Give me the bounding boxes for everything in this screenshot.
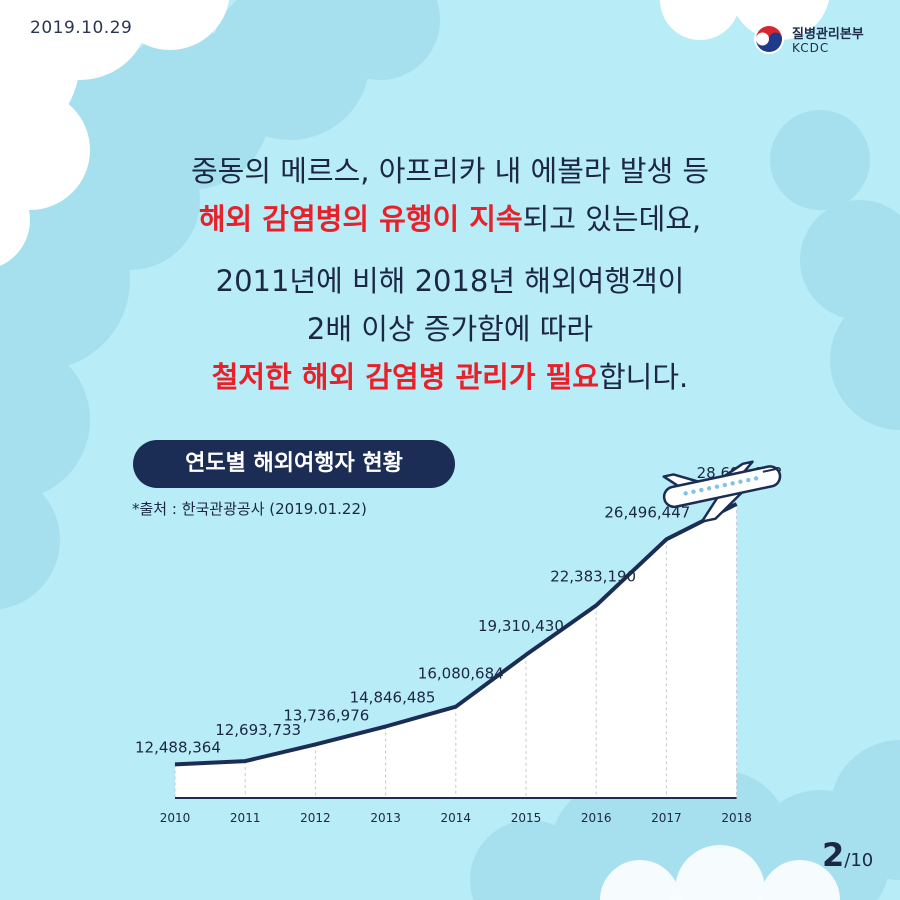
x-tick-2013: 2013 bbox=[370, 811, 401, 825]
headline-line-5: 철저한 해외 감염병 관리가 필요합니다. bbox=[0, 354, 900, 396]
chart-source: *출처 : 한국관광공사 (2019.01.22) bbox=[132, 500, 367, 518]
data-label-2013: 14,846,485 bbox=[350, 689, 436, 707]
series-line bbox=[174, 502, 738, 767]
airplane-icon bbox=[662, 460, 782, 523]
headline-line-3: 2011년에 비해 2018년 해외여행객이 bbox=[215, 264, 685, 298]
headline-emphasis-1: 해외 감염병의 유행이 지속 bbox=[198, 202, 523, 236]
headline-emphasis-2: 철저한 해외 감염병 관리가 필요 bbox=[211, 360, 599, 394]
page-current: 2 bbox=[822, 836, 845, 874]
data-label-2010: 12,488,364 bbox=[135, 738, 221, 756]
page-indicator: 2/10 bbox=[822, 836, 873, 874]
logo-korean-name: 질병관리본부 bbox=[792, 27, 864, 42]
data-label-2015: 19,310,430 bbox=[478, 617, 564, 635]
chart-title: 연도별 해외여행자 현황 bbox=[133, 440, 455, 488]
logo-english-name: KCDC bbox=[792, 41, 830, 55]
x-tick-2017: 2017 bbox=[651, 811, 682, 825]
data-label-2011: 12,693,733 bbox=[215, 721, 301, 739]
x-tick-2018: 2018 bbox=[721, 811, 752, 825]
x-tick-2010: 2010 bbox=[160, 811, 191, 825]
x-tick-2011: 2011 bbox=[230, 811, 261, 825]
headline-line-4: 2배 이상 증가함에 따라 bbox=[306, 312, 594, 346]
data-label-2014: 16,080,684 bbox=[418, 665, 504, 683]
date-label: 2019.10.29 bbox=[30, 18, 133, 38]
headline-line-5-rest: 합니다. bbox=[598, 360, 689, 394]
data-label-2017: 26,496,447 bbox=[604, 503, 690, 521]
x-tick-2014: 2014 bbox=[441, 811, 472, 825]
taegeuk-logo-icon bbox=[754, 24, 784, 54]
x-tick-2016: 2016 bbox=[581, 811, 612, 825]
page-total: /10 bbox=[844, 850, 874, 871]
headline-line-2: 해외 감염병의 유행이 지속되고 있는데요, bbox=[0, 196, 900, 238]
x-tick-2012: 2012 bbox=[300, 811, 331, 825]
headline-line-1: 중동의 메르스, 아프리카 내 에볼라 발생 등 bbox=[190, 154, 710, 188]
kcdc-logo: 질병관리본부 KCDC bbox=[752, 20, 892, 60]
chart-area-fill bbox=[175, 504, 737, 798]
data-label-2016: 22,383,190 bbox=[550, 567, 636, 585]
headline-line-2-rest: 되고 있는데요, bbox=[522, 202, 702, 236]
x-tick-2015: 2015 bbox=[511, 811, 542, 825]
data-label-2012: 13,736,976 bbox=[283, 706, 369, 724]
